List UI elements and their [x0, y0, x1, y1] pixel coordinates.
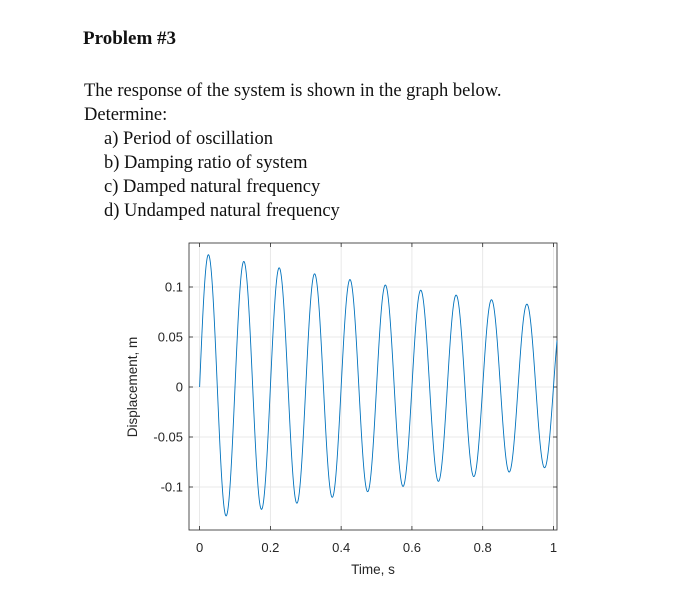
x-tick-label: 0.6	[403, 540, 421, 555]
x-tick-labels: 0 0.2 0.4 0.6 0.8 1	[196, 540, 557, 555]
problem-prompt: Determine:	[84, 105, 168, 125]
y-tick-label: 0.1	[165, 280, 183, 295]
chart-ticks	[189, 243, 557, 530]
x-tick-label: 0.2	[261, 540, 279, 555]
displacement-curve	[199, 254, 558, 517]
question-list: a) Period of oscillation b) Damping rati…	[104, 127, 340, 223]
y-tick-label: -0.1	[161, 480, 183, 495]
question-a: a) Period of oscillation	[104, 129, 274, 149]
x-tick-label: 0.8	[474, 540, 492, 555]
y-tick-labels: -0.1 -0.05 0 0.05 0.1	[153, 280, 183, 495]
question-d: d) Undamped natural frequency	[104, 201, 340, 221]
y-tick-label: 0.05	[158, 330, 183, 345]
y-axis-label: Displacement, m	[125, 337, 140, 438]
problem-title: Problem #3	[83, 28, 177, 49]
y-tick-label: 0	[176, 380, 183, 395]
y-tick-label: -0.05	[153, 430, 183, 445]
chart-grid	[189, 243, 557, 530]
question-b: b) Damping ratio of system	[104, 153, 308, 173]
question-c: c) Damped natural frequency	[104, 177, 321, 197]
x-tick-label: 0.4	[332, 540, 350, 555]
x-tick-label: 0	[196, 540, 203, 555]
x-axis-label: Time, s	[351, 562, 395, 577]
plot-box	[188, 242, 558, 531]
x-tick-label: 1	[550, 540, 557, 555]
problem-intro: The response of the system is shown in t…	[84, 81, 502, 101]
